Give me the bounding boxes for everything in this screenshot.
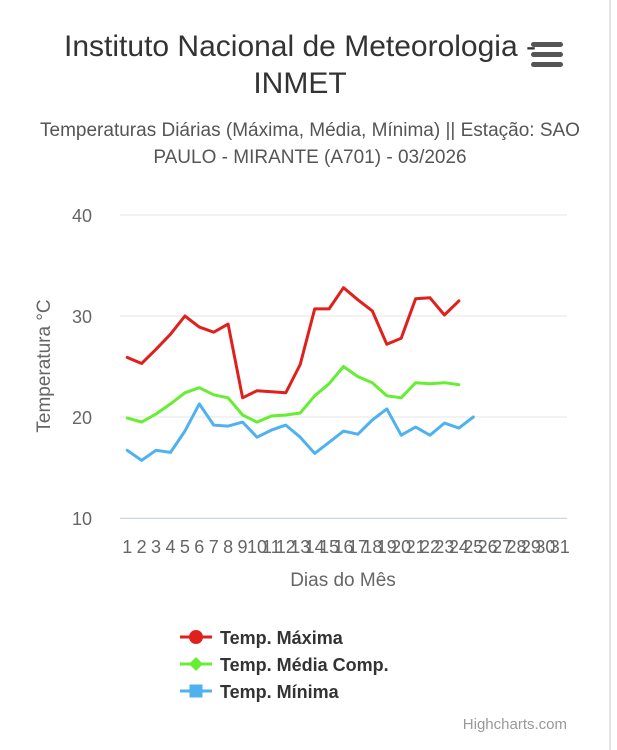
x-tick-label: 18 (362, 537, 382, 557)
x-tick-label: 20 (391, 537, 411, 557)
x-tick-label: 8 (223, 537, 233, 557)
x-tick-label: 21 (406, 537, 426, 557)
x-axis-title: Dias do Mês (290, 570, 396, 591)
legend-marker-circle (189, 630, 203, 644)
hamburger-menu-icon (531, 42, 563, 47)
legend-marker-square (189, 684, 203, 698)
x-tick-label: 31 (550, 537, 570, 557)
x-tick-label: 3 (151, 537, 161, 557)
x-tick-label: 4 (165, 537, 175, 557)
y-axis-title: Temperatura °C (34, 299, 55, 432)
x-tick-label: 13 (290, 537, 310, 557)
hamburger-menu-icon (531, 52, 563, 57)
y-tick-label: 10 (72, 509, 92, 529)
x-tick-label: 23 (434, 537, 454, 557)
x-tick-label: 7 (209, 537, 219, 557)
x-tick-label: 11 (262, 537, 281, 557)
x-tick-label: 22 (420, 537, 440, 557)
chart-title: Instituto Nacional de Meteorologia - INM… (64, 30, 536, 100)
x-tick-label: 10 (247, 537, 267, 557)
legend-label-1: Temp. Máxima (220, 628, 344, 648)
x-tick-label: 25 (463, 537, 483, 557)
x-tick-label: 6 (194, 537, 204, 557)
x-tick-label: 1 (122, 537, 132, 557)
x-tick-label: 24 (449, 537, 469, 557)
x-tick-label: 14 (305, 537, 325, 557)
series-line-2 (125, 365, 461, 424)
x-tick-label: 30 (535, 537, 555, 557)
series-line-3 (125, 402, 475, 462)
legend-label-3: Temp. Mínima (220, 682, 340, 702)
legend-label-2: Temp. Média Comp. (220, 655, 389, 675)
x-tick-label: 17 (348, 537, 368, 557)
x-tick-label: 19 (377, 537, 397, 557)
y-tick-label: 30 (72, 307, 92, 327)
x-tick-label: 2 (137, 537, 147, 557)
series-line-1 (125, 286, 461, 400)
hamburger-menu-icon (531, 62, 563, 67)
x-tick-label: 15 (319, 537, 339, 557)
chart-menu-button[interactable] (527, 38, 567, 72)
x-tick-label: 26 (478, 537, 498, 557)
highcharts-credits[interactable]: Highcharts.com (462, 716, 567, 733)
x-tick-label: 9 (238, 537, 248, 557)
page-divider (609, 0, 611, 750)
x-tick-label: 5 (180, 537, 190, 557)
x-tick-label: 12 (276, 537, 296, 557)
x-tick-label: 29 (521, 537, 541, 557)
y-tick-label: 40 (72, 206, 92, 226)
x-tick-label: 27 (492, 537, 512, 557)
x-tick-label: 28 (507, 537, 527, 557)
legend-marker-diamond (189, 657, 203, 671)
chart-subtitle: Temperaturas Diárias (Máxima, Média, Mín… (40, 120, 580, 168)
y-tick-label: 20 (72, 408, 92, 428)
x-tick-label: 16 (333, 537, 353, 557)
